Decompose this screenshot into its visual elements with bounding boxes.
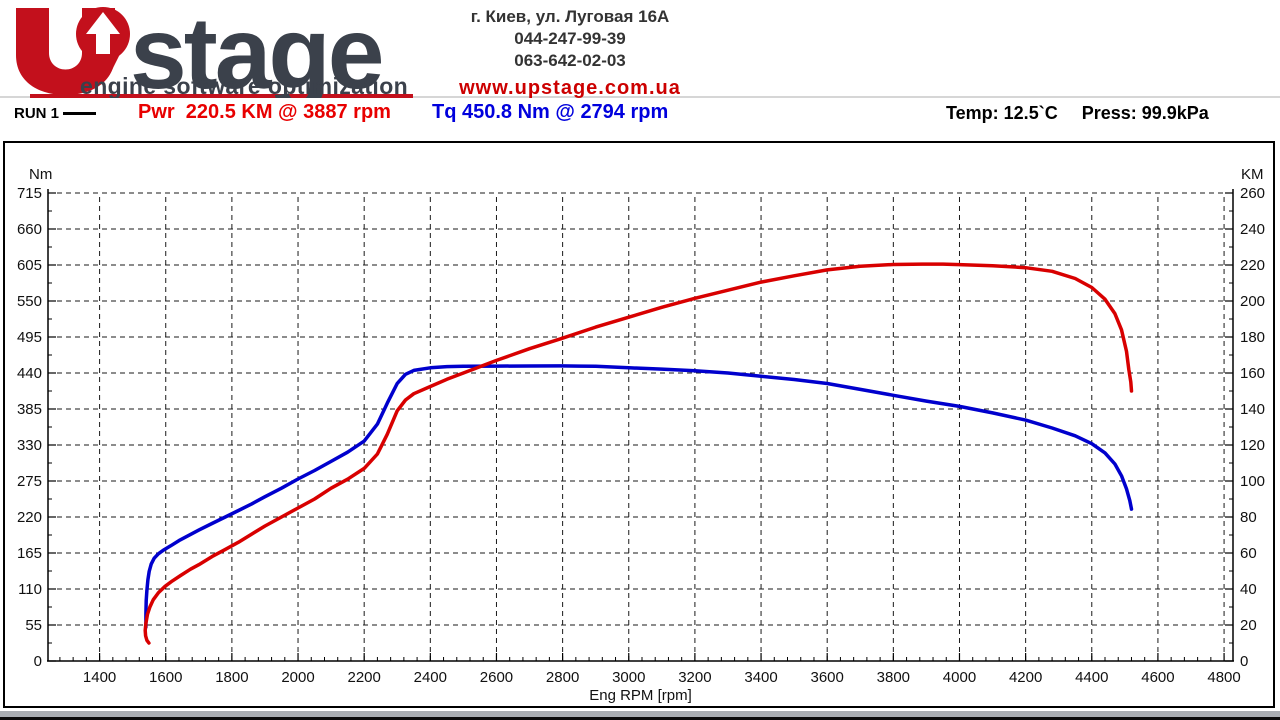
svg-text:2000: 2000 bbox=[281, 669, 314, 686]
svg-text:605: 605 bbox=[17, 257, 42, 274]
contact-block: г. Киев, ул. Луговая 16А 044-247-99-39 0… bbox=[420, 6, 720, 100]
run-label: RUN 1 bbox=[14, 105, 60, 122]
dyno-chart-panel: 0 55 110 165 220 275 330 385 440 495 550 605 660 715 0… bbox=[3, 141, 1275, 708]
svg-text:3200: 3200 bbox=[678, 669, 711, 686]
run-legend-row: RUN 1 Pwr 220.5 KM @ 3887 rpm Tq 450.8 N… bbox=[0, 98, 1280, 140]
svg-text:2600: 2600 bbox=[480, 669, 513, 686]
address-line: г. Киев, ул. Луговая 16А bbox=[470, 7, 670, 26]
svg-text:KM: KM bbox=[1241, 166, 1264, 183]
svg-text:4800: 4800 bbox=[1207, 669, 1240, 686]
svg-text:260: 260 bbox=[1240, 185, 1265, 202]
svg-text:1600: 1600 bbox=[149, 669, 182, 686]
svg-text:4600: 4600 bbox=[1141, 669, 1174, 686]
logo-brand-text: stage bbox=[130, 4, 382, 98]
bottom-window-strip bbox=[0, 711, 1280, 717]
svg-text:180: 180 bbox=[1240, 329, 1265, 346]
svg-text:385: 385 bbox=[17, 401, 42, 418]
svg-text:60: 60 bbox=[1240, 545, 1257, 562]
upstage-logo: stage engine software optimization bbox=[8, 0, 420, 110]
svg-text:3400: 3400 bbox=[744, 669, 777, 686]
svg-text:220: 220 bbox=[17, 509, 42, 526]
run1-line-sample bbox=[63, 112, 96, 115]
svg-text:1800: 1800 bbox=[215, 669, 248, 686]
svg-text:Eng RPM [rpm]: Eng RPM [rpm] bbox=[589, 687, 692, 704]
svg-text:440: 440 bbox=[17, 365, 42, 382]
website-link[interactable]: www.upstage.com.ua bbox=[459, 77, 681, 99]
logo-red-underline bbox=[30, 94, 413, 98]
pressure-readout: Press: 99.9kPa bbox=[1081, 103, 1209, 123]
svg-text:100: 100 bbox=[1240, 473, 1265, 490]
svg-text:4400: 4400 bbox=[1075, 669, 1108, 686]
svg-text:2400: 2400 bbox=[414, 669, 447, 686]
dyno-chart: 0 55 110 165 220 275 330 385 440 495 550 605 660 715 0… bbox=[17, 166, 1265, 704]
svg-text:550: 550 bbox=[17, 293, 42, 310]
svg-text:0: 0 bbox=[34, 653, 42, 670]
svg-text:55: 55 bbox=[25, 617, 42, 634]
svg-text:3800: 3800 bbox=[877, 669, 910, 686]
header-separator bbox=[0, 96, 1280, 98]
svg-text:Nm: Nm bbox=[29, 166, 52, 183]
svg-text:200: 200 bbox=[1240, 293, 1265, 310]
svg-text:3600: 3600 bbox=[811, 669, 844, 686]
logo-subtitle: engine software optimization bbox=[80, 73, 408, 98]
svg-text:240: 240 bbox=[1240, 221, 1265, 238]
svg-text:110: 110 bbox=[18, 581, 42, 598]
phone-2: 063-642-02-03 bbox=[514, 51, 626, 70]
svg-text:275: 275 bbox=[17, 473, 42, 490]
svg-text:330: 330 bbox=[17, 437, 42, 454]
ambient-conditions: Temp: 12.5`C Press: 99.9kPa bbox=[946, 103, 1209, 124]
svg-text:3000: 3000 bbox=[612, 669, 645, 686]
svg-text:660: 660 bbox=[17, 221, 42, 238]
peak-torque-readout: Tq 450.8 Nm @ 2794 rpm bbox=[432, 101, 669, 123]
bottom-window-edge bbox=[0, 717, 1280, 720]
temperature-readout: Temp: 12.5`C bbox=[946, 103, 1058, 123]
svg-text:220: 220 bbox=[1240, 257, 1265, 274]
logo-p-tail bbox=[100, 52, 121, 72]
svg-text:715: 715 bbox=[17, 185, 42, 202]
svg-text:20: 20 bbox=[1240, 617, 1257, 634]
peak-power-readout: Pwr 220.5 KM @ 3887 rpm bbox=[138, 101, 391, 123]
svg-text:2800: 2800 bbox=[546, 669, 579, 686]
phone-1: 044-247-99-39 bbox=[514, 29, 626, 48]
logo-up-arrow-icon bbox=[86, 12, 120, 54]
svg-text:160: 160 bbox=[1240, 365, 1265, 382]
svg-text:0: 0 bbox=[1240, 653, 1248, 670]
upstage-logo-mark: stage engine software optimization bbox=[16, 0, 408, 110]
svg-text:80: 80 bbox=[1240, 509, 1257, 526]
svg-text:4000: 4000 bbox=[943, 669, 976, 686]
svg-text:165: 165 bbox=[17, 545, 42, 562]
svg-text:1400: 1400 bbox=[83, 669, 116, 686]
svg-text:495: 495 bbox=[17, 329, 42, 346]
svg-text:120: 120 bbox=[1240, 437, 1265, 454]
svg-text:140: 140 bbox=[1240, 401, 1265, 418]
svg-text:2200: 2200 bbox=[347, 669, 380, 686]
svg-text:4200: 4200 bbox=[1009, 669, 1042, 686]
svg-text:40: 40 bbox=[1240, 581, 1257, 598]
